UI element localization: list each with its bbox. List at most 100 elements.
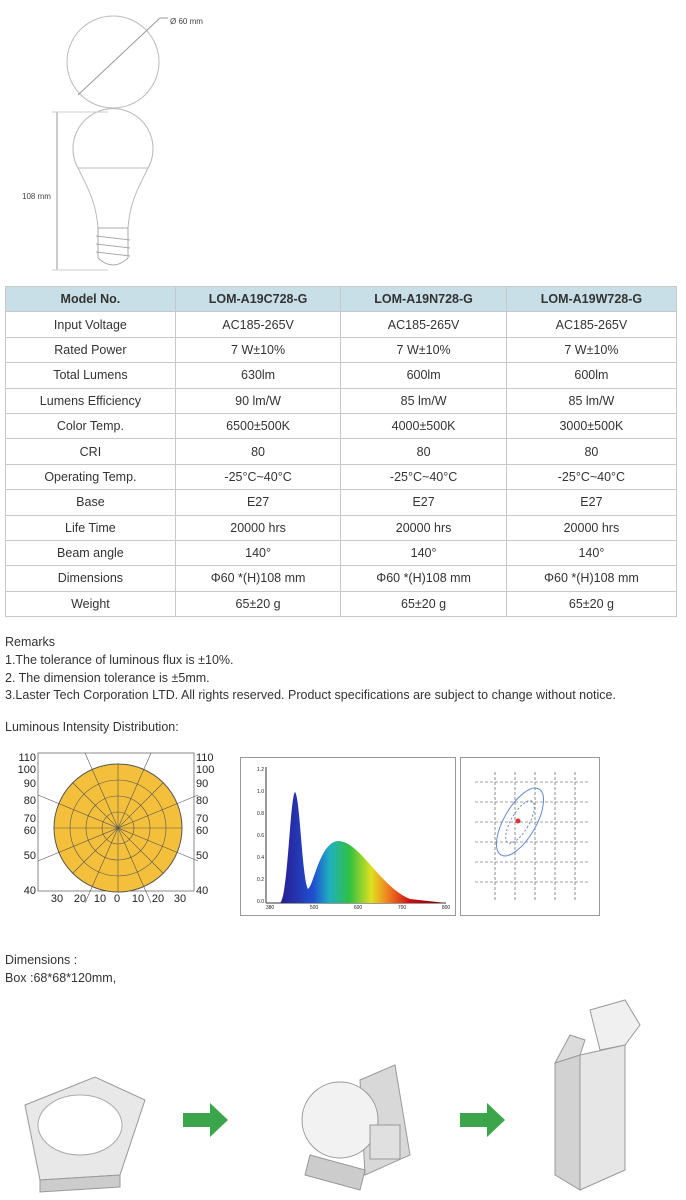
cell: Dimensions (5, 565, 176, 592)
polar-left-label: 100 (18, 764, 36, 776)
box-insert (24, 1076, 146, 1193)
cell: 7 W±10% (174, 336, 342, 364)
row: Life Time 20000 hrs 20000 hrs 20000 hrs (5, 514, 678, 541)
spectrum-x-label: 800 (442, 905, 451, 911)
polar-left-label: 90 (24, 778, 36, 790)
polar-right-label: 90 (196, 778, 208, 790)
row: Operating Temp. -25°C~40°C -25°C~40°C -25°C… (5, 463, 678, 491)
cell: Lumens Efficiency (5, 387, 176, 414)
cell: 65±20 g (174, 590, 342, 618)
spectrum-y-label: 0.6 (257, 833, 264, 839)
polar-bottom-label: 0 (114, 893, 120, 905)
polar-right-label: 70 (196, 813, 208, 825)
polar-bottom-label: 20 (74, 893, 86, 905)
row: Beam angle 140° 140° 140° (5, 539, 678, 567)
remarks-title: Remarks (5, 635, 56, 649)
bulb-top-outline (66, 15, 160, 109)
diameter-line (77, 17, 161, 96)
polar-bottom-label: 10 (94, 893, 106, 905)
cell: 80 (174, 438, 342, 465)
row: Dimensions Φ60 *(H)108 mm Φ60 *(H)108 mm Φ6… (5, 565, 678, 592)
polar-bottom-label: 30 (174, 893, 186, 905)
row: Total Lumens 630lm 600lm 600lm (5, 362, 678, 389)
diameter-label: Ø 60 mm (170, 17, 203, 26)
cell: 20000 hrs (340, 514, 507, 541)
row: Input Voltage AC185-265V AC185-265V AC185-2… (5, 311, 678, 338)
cell: 20000 hrs (174, 514, 342, 541)
spectrum-chart: 380 500 600 700 800 1.2 1.0 0.8 0.6 0.4 0.2 0.0 (240, 757, 456, 916)
cell: -25°C~40°C (174, 463, 342, 491)
polar-right-label: 110 (196, 752, 214, 764)
remark-line: 1.The tolerance of luminous flux is ±10%… (5, 653, 234, 667)
cell: 90 lm/W (174, 387, 342, 414)
cell: -25°C~40°C (340, 463, 507, 491)
cell: AC185-265V (340, 311, 507, 338)
cie-chart (460, 757, 600, 916)
cell: Life Time (5, 514, 176, 541)
polar-grid (37, 752, 199, 904)
cell: Φ60 *(H)108 mm (340, 565, 507, 592)
polar-bottom-label: 20 (152, 893, 164, 905)
polar-bottom-label: 30 (51, 893, 63, 905)
cell: CRI (5, 438, 176, 465)
cell: 600lm (505, 362, 678, 389)
row: Weight 65±20 g 65±20 g 65±20 g (5, 590, 678, 618)
cell: 7 W±10% (340, 336, 507, 364)
spectrum-y-label: 0.4 (257, 855, 264, 861)
cell: Φ60 *(H)108 mm (505, 565, 678, 592)
polar-left-label: 110 (18, 752, 36, 764)
cell: Weight (5, 590, 176, 618)
polar-left-label: 70 (24, 813, 36, 825)
cell: Base (5, 489, 176, 516)
row: Lumens Efficiency 90 lm/W 85 lm/W 85 lm/W (5, 387, 678, 414)
cell: 80 (340, 438, 507, 465)
cell: 600lm (340, 362, 507, 389)
spectrum-y-label: 1.2 (257, 767, 264, 773)
cell: 140° (505, 539, 678, 567)
row: Base E27 E27 E27 (5, 489, 678, 516)
row: Rated Power 7 W±10% 7 W±10% 7 W±10% (5, 336, 678, 364)
header-row: Model No. LOM-A19C728-G LOM-A19N728-G LOM-A… (5, 285, 678, 313)
cell: -25°C~40°C (505, 463, 678, 491)
cell: 7 W±10% (505, 336, 678, 364)
spectrum-y-label: 1.0 (257, 789, 264, 795)
cell: 3000±500K (505, 412, 678, 440)
cell: Input Voltage (5, 311, 176, 338)
cell: E27 (340, 489, 507, 516)
header-cell: Model No. (5, 285, 176, 313)
packing-title: Dimensions : (5, 953, 78, 967)
distribution-title: Luminous Intensity Distribution: (5, 720, 179, 734)
cell: Φ60 *(H)108 mm (174, 565, 342, 592)
cell: 65±20 g (505, 590, 678, 618)
spectrum-x-label: 380 (266, 905, 275, 911)
height-label: 108 mm (22, 192, 51, 201)
cell: 6500±500K (174, 412, 342, 440)
cell: 85 lm/W (340, 387, 507, 414)
cell: Color Temp. (5, 412, 176, 440)
cell: AC185-265V (174, 311, 342, 338)
remark-line: 3.Laster Tech Corporation LTD. All right… (5, 688, 616, 702)
cell: 85 lm/W (505, 387, 678, 414)
polar-left-label: 40 (24, 885, 36, 897)
polar-right-label: 60 (196, 825, 208, 837)
header-cell: LOM-A19W728-G (505, 285, 678, 313)
polar-left-label: 60 (24, 825, 36, 837)
polar-bottom-label: 10 (132, 893, 144, 905)
spec-table: Model No. LOM-A19C728-G LOM-A19N728-G LOM-A… (5, 285, 678, 618)
arrow (183, 1103, 228, 1137)
spectrum-x-label: 500 (310, 905, 319, 911)
spectrum-y-label: 0.8 (257, 811, 264, 817)
cell: AC185-265V (505, 311, 678, 338)
spectrum-curve (280, 792, 446, 903)
remark-line: 2. The dimension tolerance is ±5mm. (5, 670, 210, 685)
cell: 65±20 g (340, 590, 507, 618)
header-cell: LOM-A19C728-G (174, 285, 342, 313)
box (553, 999, 641, 1191)
box-size: Box :68*68*120mm, (5, 971, 117, 985)
polar-right-label: 100 (196, 764, 214, 776)
header-cell: LOM-A19N728-G (340, 285, 507, 313)
bulb-drawing: Ø 60 mm 108 mm (22, 15, 203, 271)
spectrum-y-label: 0.2 (257, 877, 264, 883)
polar-left-label: 50 (24, 850, 36, 862)
